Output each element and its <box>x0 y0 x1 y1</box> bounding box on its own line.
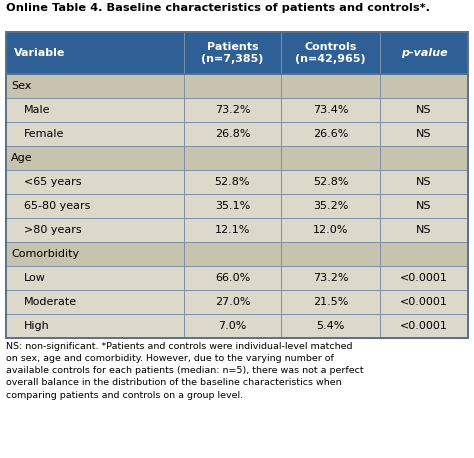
Text: 35.2%: 35.2% <box>313 201 348 211</box>
Text: Male: Male <box>24 105 51 115</box>
Text: 35.1%: 35.1% <box>215 201 250 211</box>
Bar <box>6 266 468 290</box>
Text: p-value: p-value <box>401 48 447 58</box>
Text: 52.8%: 52.8% <box>215 177 250 187</box>
Text: <65 years: <65 years <box>24 177 82 187</box>
Text: Sex: Sex <box>11 81 31 91</box>
Text: 73.2%: 73.2% <box>313 273 348 283</box>
Bar <box>6 146 468 170</box>
Bar <box>6 122 468 146</box>
Text: 21.5%: 21.5% <box>313 297 348 307</box>
Text: 12.0%: 12.0% <box>313 225 348 235</box>
Text: Female: Female <box>24 129 64 139</box>
Text: 26.8%: 26.8% <box>215 129 250 139</box>
Text: 26.6%: 26.6% <box>313 129 348 139</box>
Text: 73.4%: 73.4% <box>313 105 348 115</box>
Text: Controls
(n=42,965): Controls (n=42,965) <box>295 42 366 64</box>
Bar <box>6 218 468 242</box>
Bar <box>6 32 468 338</box>
Bar <box>6 314 468 338</box>
Text: Comorbidity: Comorbidity <box>11 249 79 259</box>
Text: NS: NS <box>416 105 432 115</box>
Text: Online Table 4. Baseline characteristics of patients and controls*.: Online Table 4. Baseline characteristics… <box>6 3 430 13</box>
Bar <box>6 290 468 314</box>
Text: Variable: Variable <box>14 48 65 58</box>
Text: <0.0001: <0.0001 <box>400 273 448 283</box>
Text: 65-80 years: 65-80 years <box>24 201 91 211</box>
Bar <box>6 170 468 194</box>
Text: NS: NS <box>416 129 432 139</box>
Bar <box>6 74 468 98</box>
Bar <box>6 242 468 266</box>
Text: 7.0%: 7.0% <box>218 321 246 331</box>
Text: <0.0001: <0.0001 <box>400 297 448 307</box>
Text: Patients
(n=7,385): Patients (n=7,385) <box>201 42 264 64</box>
Text: NS: NS <box>416 177 432 187</box>
Text: >80 years: >80 years <box>24 225 82 235</box>
Text: NS: non-significant. *Patients and controls were individual-level matched
on sex: NS: non-significant. *Patients and contr… <box>6 342 364 399</box>
Text: 66.0%: 66.0% <box>215 273 250 283</box>
Text: 73.2%: 73.2% <box>215 105 250 115</box>
Bar <box>6 98 468 122</box>
Text: 5.4%: 5.4% <box>316 321 345 331</box>
Text: Moderate: Moderate <box>24 297 77 307</box>
Text: Age: Age <box>11 153 33 163</box>
Text: NS: NS <box>416 201 432 211</box>
Text: NS: NS <box>416 225 432 235</box>
Text: High: High <box>24 321 50 331</box>
Text: 12.1%: 12.1% <box>215 225 250 235</box>
Bar <box>6 32 468 74</box>
Bar <box>6 194 468 218</box>
Text: Low: Low <box>24 273 46 283</box>
Text: <0.0001: <0.0001 <box>400 321 448 331</box>
Text: 52.8%: 52.8% <box>313 177 348 187</box>
Text: 27.0%: 27.0% <box>215 297 250 307</box>
